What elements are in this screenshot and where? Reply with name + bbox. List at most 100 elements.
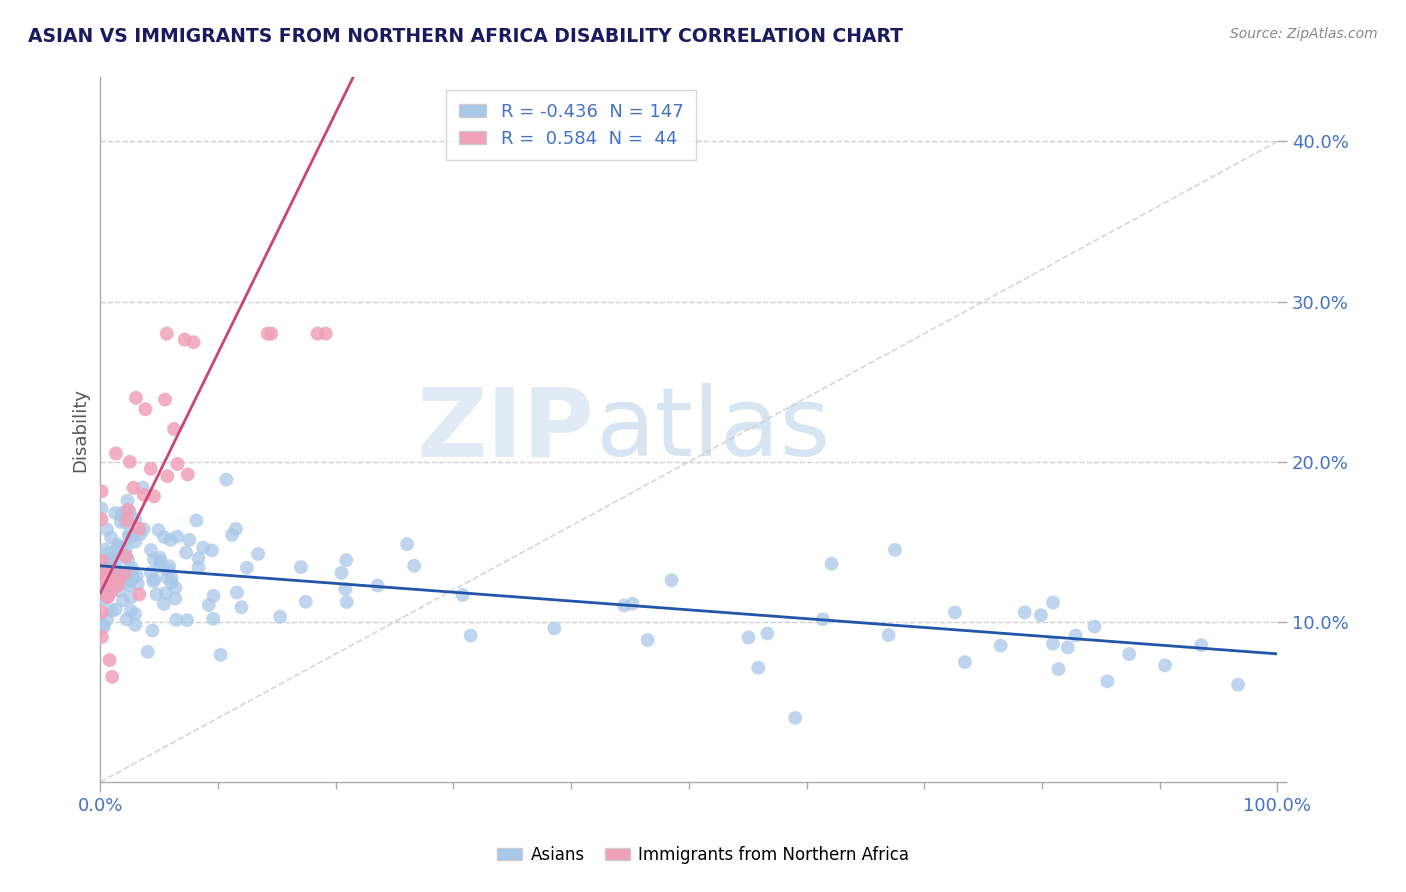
Point <box>104 506 127 520</box>
Point <box>100 531 122 545</box>
Point <box>111 541 134 555</box>
Point <box>183 335 205 350</box>
Point <box>136 645 159 659</box>
Point <box>90 582 112 597</box>
Point <box>451 588 474 602</box>
Point <box>315 326 337 341</box>
Point <box>225 522 247 536</box>
Point <box>107 550 129 565</box>
Point <box>1056 640 1078 655</box>
Point <box>100 604 122 618</box>
Point <box>96 575 118 590</box>
Point <box>115 549 138 564</box>
Point <box>811 612 834 626</box>
Point <box>122 529 145 543</box>
Point <box>90 563 112 577</box>
Point <box>97 558 120 573</box>
Point <box>156 469 179 483</box>
Point <box>118 530 141 544</box>
Point <box>98 580 121 594</box>
Point <box>1042 596 1064 610</box>
Point <box>104 602 127 616</box>
Point <box>90 512 112 526</box>
Point <box>120 604 142 618</box>
Point <box>98 579 121 593</box>
Point <box>118 455 141 469</box>
Legend: Asians, Immigrants from Northern Africa: Asians, Immigrants from Northern Africa <box>491 839 915 871</box>
Point <box>294 595 316 609</box>
Text: atlas: atlas <box>595 384 830 476</box>
Point <box>1189 638 1212 652</box>
Point <box>125 569 148 583</box>
Point <box>124 617 146 632</box>
Point <box>132 488 155 502</box>
Point <box>105 579 128 593</box>
Point <box>176 613 198 627</box>
Point <box>149 559 172 574</box>
Point <box>1083 619 1105 633</box>
Point <box>186 513 208 527</box>
Point <box>104 577 127 591</box>
Point <box>396 537 419 551</box>
Point <box>335 553 357 567</box>
Text: ZIP: ZIP <box>416 384 595 476</box>
Text: Source: ZipAtlas.com: Source: ZipAtlas.com <box>1230 27 1378 41</box>
Point <box>125 391 148 405</box>
Point <box>118 504 141 518</box>
Point <box>1042 637 1064 651</box>
Point <box>191 541 214 555</box>
Point <box>94 542 117 557</box>
Point <box>139 543 162 558</box>
Point <box>153 392 176 407</box>
Point <box>122 569 145 583</box>
Point <box>131 481 153 495</box>
Point <box>101 551 124 566</box>
Point <box>127 577 149 591</box>
Point <box>260 326 283 341</box>
Point <box>613 599 636 613</box>
Point <box>118 527 141 541</box>
Point <box>111 508 134 523</box>
Point <box>96 613 118 627</box>
Point <box>120 567 142 582</box>
Point <box>111 506 134 520</box>
Point <box>661 574 683 588</box>
Point <box>747 661 769 675</box>
Point <box>202 589 225 603</box>
Point <box>90 501 112 516</box>
Point <box>156 326 179 341</box>
Point <box>118 574 141 589</box>
Point <box>269 609 291 624</box>
Point <box>90 484 112 499</box>
Point <box>108 566 131 581</box>
Point <box>93 620 115 634</box>
Point <box>460 629 482 643</box>
Point <box>335 582 357 596</box>
Point <box>91 605 114 619</box>
Point <box>159 533 181 547</box>
Point <box>155 586 177 600</box>
Point <box>120 591 142 605</box>
Legend: R = -0.436  N = 147, R =  0.584  N =  44: R = -0.436 N = 147, R = 0.584 N = 44 <box>446 90 696 161</box>
Point <box>107 574 129 589</box>
Point <box>990 639 1012 653</box>
Point <box>153 530 176 544</box>
Point <box>177 467 200 482</box>
Point <box>1118 647 1140 661</box>
Point <box>90 566 112 580</box>
Point <box>215 473 238 487</box>
Point <box>107 540 129 554</box>
Y-axis label: Disability: Disability <box>72 388 89 472</box>
Point <box>877 628 900 642</box>
Point <box>290 560 312 574</box>
Point <box>96 522 118 536</box>
Point <box>117 503 139 517</box>
Point <box>166 457 188 471</box>
Point <box>101 567 124 582</box>
Point <box>256 326 278 341</box>
Point <box>101 579 124 593</box>
Point <box>148 523 170 537</box>
Point <box>141 624 163 638</box>
Point <box>156 571 179 585</box>
Point <box>179 533 201 547</box>
